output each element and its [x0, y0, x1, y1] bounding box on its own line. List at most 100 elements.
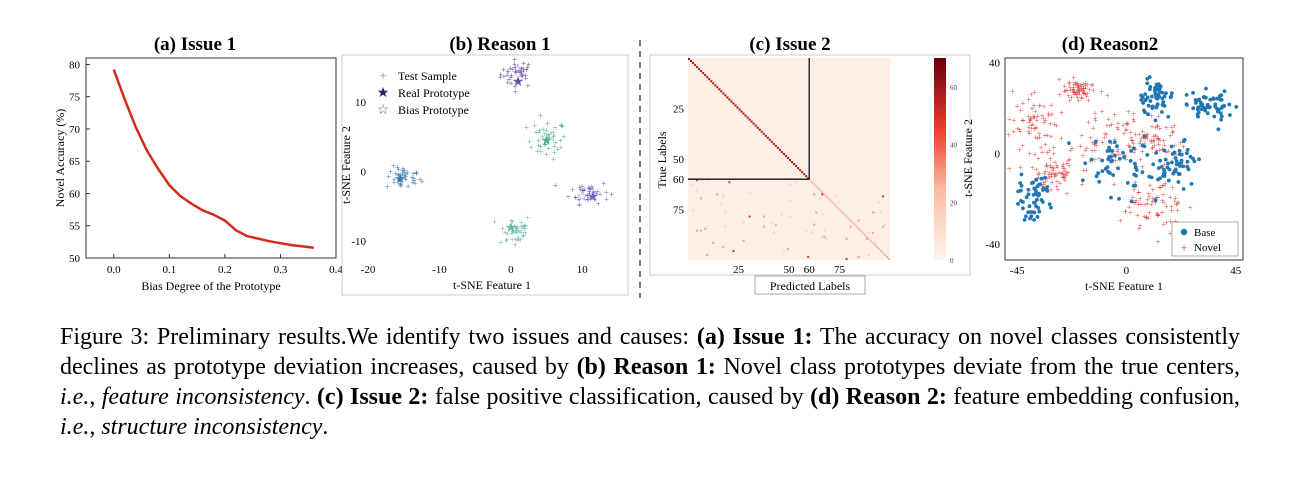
- panel-d-xtick-label: 0: [1124, 265, 1130, 277]
- panel-d-novel-point: +: [1078, 84, 1083, 94]
- panel-d-novel-point: +: [1079, 180, 1084, 190]
- panel-d-novel-point: +: [1094, 140, 1099, 150]
- panel-b-test-sample-point: +: [521, 222, 526, 232]
- panel-c-diagonal-cell: [873, 243, 876, 246]
- panel-d-novel-point: +: [1124, 125, 1129, 135]
- panel-b-test-sample-point: +: [412, 176, 417, 186]
- panel-d-novel-point: +: [1130, 136, 1135, 146]
- caption-segment: i.e.: [60, 414, 90, 440]
- panel-d-novel-point: +: [1153, 132, 1158, 142]
- panel-d-base-point: [1133, 161, 1137, 166]
- panel-d-base-point: [1026, 192, 1031, 197]
- panel-c-confusion-cell: [881, 195, 884, 198]
- panel-c-confusion-cell: [700, 197, 703, 200]
- panel-a-xtick-label: 0.4: [329, 264, 343, 276]
- panel-d-novel-point: +: [1068, 82, 1073, 92]
- panel-d-novel-point: +: [1033, 123, 1038, 133]
- panel-c-confusion-cell: [811, 231, 814, 234]
- panel-b-test-sample-point: +: [513, 62, 518, 72]
- panel-d-base-point: [1140, 95, 1145, 99]
- panel-d-novel-point: +: [1049, 172, 1054, 182]
- panel-c-plot-frame: [649, 54, 971, 276]
- panel-d-novel-point: +: [1155, 211, 1160, 221]
- panel-d-novel-point: +: [1068, 85, 1073, 95]
- panel-d-base-point: [1227, 102, 1232, 107]
- panel-d-novel-point: +: [1173, 216, 1178, 226]
- panel-d-novel-point: +: [1046, 109, 1051, 119]
- panel-d-novel-point: +: [1081, 166, 1086, 176]
- panel-d-novel-point: +: [1139, 134, 1144, 144]
- panel-b-test-sample-point: +: [385, 182, 390, 192]
- panel-d-base-point: [1205, 111, 1210, 116]
- panel-d-novel-point: +: [1107, 121, 1112, 131]
- panel-d-novel-point: +: [1136, 224, 1141, 234]
- panel-b-test-sample-point: +: [510, 217, 515, 227]
- panel-b-test-sample-point: +: [544, 125, 549, 135]
- panel-b-test-sample-point: +: [509, 79, 514, 89]
- panel-c-diagonal-cell: [881, 251, 884, 254]
- panel-d-novel-point: +: [1075, 92, 1080, 102]
- panel-d-novel-point: +: [1112, 135, 1117, 145]
- panel-b-test-sample-point: +: [504, 236, 509, 246]
- panel-d-base-point: [1162, 148, 1167, 153]
- panel-c-diagonal-cell: [698, 68, 701, 71]
- panel-d-novel-point: +: [1076, 86, 1081, 96]
- panel-b-xtick-label: 10: [577, 264, 589, 276]
- panel-c-diagonal-cell: [839, 209, 842, 212]
- panel-b-test-sample-point: +: [412, 178, 417, 188]
- panel-d-novel-point: +: [1064, 171, 1069, 181]
- caption-segment: (c) Issue 2:: [316, 384, 429, 410]
- panel-d-base-point: [1208, 97, 1213, 102]
- panel-d-novel-point: +: [1084, 144, 1089, 154]
- panel-d-base-point: [1143, 110, 1147, 115]
- panel-d-base-point: [1173, 169, 1178, 174]
- panel-d-novel-point: +: [1047, 146, 1052, 156]
- panel-d-base-point: [1019, 199, 1023, 203]
- panel-d-novel-point: +: [1077, 87, 1082, 97]
- panel-d-novel-point: +: [1059, 108, 1064, 118]
- panel-d-novel-point: +: [1139, 200, 1144, 210]
- panel-d-novel-point: +: [1054, 121, 1059, 131]
- panel-d-novel-point: +: [1069, 144, 1074, 154]
- panel-b-test-sample-point: +: [588, 184, 593, 194]
- panel-d-novel-point: +: [1153, 130, 1158, 140]
- panel-d-novel-point: +: [1032, 149, 1037, 159]
- panel-b-test-sample-point: +: [587, 185, 592, 195]
- panel-d-novel-point: +: [1028, 114, 1033, 124]
- panel-c-diagonal-cell: [789, 159, 792, 162]
- panel-b-test-sample-point: +: [411, 174, 416, 184]
- panel-c-confusion-cell: [762, 215, 765, 218]
- panel-c-confusion-cell: [821, 193, 824, 196]
- panel-b-test-sample-point: +: [594, 189, 599, 199]
- panel-d-novel-point: +: [1161, 220, 1166, 230]
- panel-d-base-point: [1035, 215, 1040, 219]
- panel-b-test-sample-point: +: [414, 168, 419, 178]
- caption-segment: Figure 3: Preliminary results.We identif…: [60, 324, 697, 350]
- panel-d-base-point: [1143, 98, 1148, 103]
- panel-b-test-sample-point: +: [507, 75, 512, 85]
- panel-b-test-sample-point: +: [398, 179, 403, 189]
- panel-a-ylabel: Novel Accuracy (%): [53, 109, 67, 208]
- panel-d-novel-point: +: [1064, 169, 1069, 179]
- panel-d-novel-point: +: [1087, 85, 1092, 95]
- panel-d-novel-point: +: [1036, 168, 1041, 178]
- panel-d-novel-point: +: [1032, 112, 1037, 122]
- panel-d-novel-point: +: [1172, 141, 1177, 151]
- panel-b-test-sample-point: +: [570, 185, 575, 195]
- panel-b-test-sample-point: +: [580, 185, 585, 195]
- panel-b-test-sample-point: +: [505, 67, 510, 77]
- panel-d-novel-point: +: [1068, 145, 1073, 155]
- panel-d-base-point: [1228, 113, 1232, 117]
- panel-b-test-sample-point: +: [399, 181, 404, 191]
- panel-d-base-point: [1216, 109, 1220, 114]
- panel-c-colorbar-tick-label: 60: [950, 84, 958, 92]
- panel-d-novel-point: +: [1045, 162, 1050, 172]
- panel-d-base-point: [1179, 152, 1184, 157]
- panel-c-confusion-cell: [879, 211, 882, 214]
- panel-d-novel-point: +: [1126, 107, 1131, 117]
- panel-c-confusion-cell: [823, 235, 826, 238]
- panel-d-novel-point: +: [1041, 113, 1046, 123]
- panel-d-base-point: [1150, 106, 1155, 110]
- panel-d-novel-point: +: [1049, 170, 1054, 180]
- panel-c-diagonal-cell: [748, 118, 751, 121]
